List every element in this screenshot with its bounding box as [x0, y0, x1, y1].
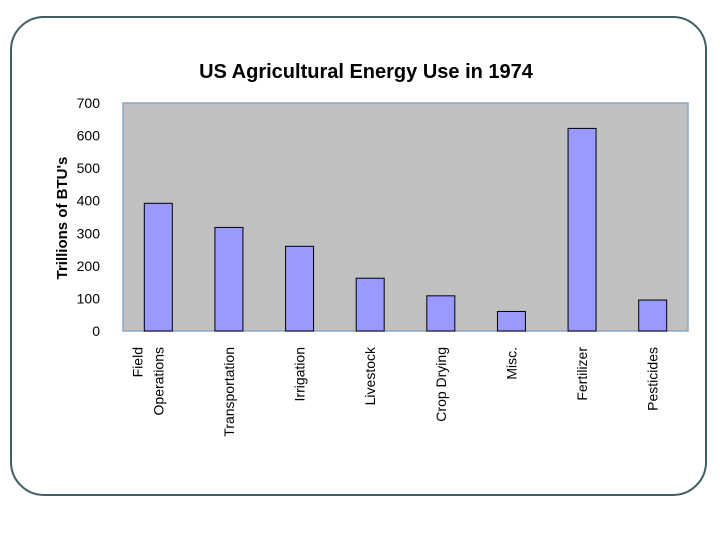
x-tick-label: Fertilizer	[574, 347, 590, 401]
bar	[638, 299, 668, 332]
y-tick-label: 600	[77, 128, 101, 144]
x-tick-label: Transportation	[221, 347, 237, 437]
x-tick-label: Livestock	[362, 346, 378, 405]
y-tick-label: 200	[77, 258, 101, 274]
bar	[285, 245, 315, 332]
bars	[143, 127, 668, 332]
y-tick-label: 100	[77, 290, 101, 306]
y-tick-label: 500	[77, 160, 101, 176]
bar	[355, 277, 385, 332]
plot-area	[122, 102, 689, 332]
y-tick-label: 0	[92, 323, 100, 339]
bar	[496, 310, 526, 332]
x-tick-label: Crop Drying	[433, 347, 449, 422]
bar	[426, 295, 456, 332]
y-tick-label: 700	[77, 95, 101, 111]
y-axis-label: Trillions of BTU's	[54, 157, 71, 280]
y-axis-ticks: 0 100 200 300 400 500 600 700	[77, 95, 101, 339]
y-tick-label: 400	[77, 193, 101, 209]
y-tick-label: 300	[77, 225, 101, 241]
x-tick-label: Field	[129, 347, 145, 377]
x-axis-labels: Field Operations Transportation Irrigation L…	[129, 346, 660, 437]
bar	[214, 226, 244, 332]
x-tick-label: Pesticides	[645, 347, 661, 411]
bar	[567, 127, 597, 332]
bar	[143, 202, 173, 332]
x-tick-label: Irrigation	[292, 347, 308, 401]
x-tick-label: Operations	[150, 347, 166, 415]
x-tick-label: Misc.	[503, 347, 519, 380]
chart-title: US Agricultural Energy Use in 1974	[199, 61, 534, 83]
